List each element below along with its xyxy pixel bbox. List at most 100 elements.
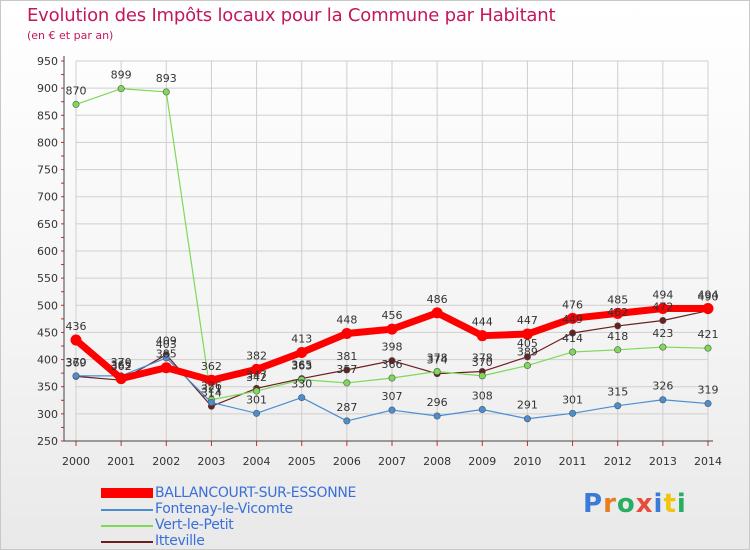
data-label: 382	[246, 349, 267, 362]
data-label: 296	[427, 396, 448, 409]
data-point	[115, 373, 127, 385]
x-tick-label: 2005	[288, 455, 316, 468]
x-tick-label: 2010	[513, 455, 541, 468]
x-tick-label: 2009	[468, 455, 496, 468]
y-tick-label: 350	[37, 381, 58, 394]
data-label: 326	[652, 380, 673, 393]
data-point	[523, 415, 531, 423]
data-point	[612, 307, 624, 319]
data-label: 476	[562, 298, 583, 311]
data-point	[160, 362, 172, 374]
data-point	[298, 394, 306, 402]
data-point	[659, 396, 667, 404]
data-point	[614, 402, 622, 410]
data-label: 366	[382, 358, 403, 371]
data-point	[478, 372, 486, 380]
data-point	[704, 344, 712, 352]
x-tick-label: 2002	[152, 455, 180, 468]
data-label: 362	[201, 360, 222, 373]
data-label: 378	[472, 352, 493, 365]
data-label: 444	[472, 316, 493, 329]
data-point	[72, 372, 80, 380]
data-label: 363	[291, 360, 312, 373]
data-label: 315	[607, 386, 628, 399]
x-tick-label: 2007	[378, 455, 406, 468]
data-point	[253, 409, 261, 417]
x-tick-label: 2006	[333, 455, 361, 468]
data-label: 381	[336, 350, 357, 363]
data-point	[343, 379, 351, 387]
data-label: 330	[291, 378, 312, 391]
y-tick-label: 650	[37, 218, 58, 231]
data-point	[207, 398, 215, 406]
data-label: 485	[607, 293, 628, 306]
data-point	[614, 322, 622, 330]
data-label: 413	[291, 333, 312, 346]
logo-letter: x	[635, 489, 654, 519]
legend-label: Vert-le-Petit	[155, 517, 234, 533]
data-label: 449	[562, 313, 583, 326]
legend-label: Fontenay-le-Vicomte	[155, 501, 293, 517]
data-label: 370	[472, 356, 493, 369]
data-label: 403	[156, 338, 177, 351]
data-label: 374	[427, 354, 448, 367]
data-label: 494	[698, 289, 719, 302]
data-label: 287	[336, 401, 357, 414]
axes: 250 300 350 400 450 500 550 600 650 700 750 800 850 9…	[37, 55, 722, 468]
y-tick-label: 400	[37, 354, 58, 367]
data-point	[431, 307, 443, 319]
data-label: 462	[607, 306, 628, 319]
data-label: 308	[472, 390, 493, 403]
data-point	[569, 329, 577, 337]
legend-swatch	[101, 525, 153, 527]
x-tick-label: 2001	[107, 455, 135, 468]
legend-swatch	[101, 509, 153, 511]
data-label: 893	[156, 72, 177, 85]
x-tick-label: 2000	[62, 455, 90, 468]
data-label: 370	[66, 356, 87, 369]
data-label: 899	[111, 69, 132, 82]
data-point	[569, 348, 577, 356]
data-point	[523, 353, 531, 361]
data-point	[162, 88, 170, 96]
data-point	[657, 303, 669, 315]
data-point	[567, 312, 579, 324]
data-point	[388, 357, 396, 365]
data-label: 369	[66, 356, 87, 369]
y-tick-label: 550	[37, 272, 58, 285]
data-label: 362	[111, 360, 132, 373]
logo-letter: t	[663, 489, 677, 519]
logo-letter: o	[616, 489, 636, 519]
legend-label: Itteville	[155, 533, 205, 549]
data-point	[433, 412, 441, 420]
data-label: 447	[517, 314, 538, 327]
data-point	[343, 366, 351, 374]
x-tick-label: 2008	[423, 455, 451, 468]
data-label: 365	[291, 359, 312, 372]
proxiti-logo: Proxiti	[583, 489, 687, 519]
data-label: 398	[382, 341, 403, 354]
legend-swatch	[101, 488, 153, 498]
legend-swatch	[101, 541, 153, 543]
data-label: 436	[66, 320, 87, 333]
data-point	[523, 362, 531, 370]
data-point	[341, 328, 353, 340]
data-point	[476, 330, 488, 342]
x-tick-label: 2004	[243, 455, 271, 468]
x-tick-label: 2013	[649, 455, 677, 468]
data-label: 494	[652, 289, 673, 302]
data-label: 472	[652, 300, 673, 313]
data-label: 405	[517, 337, 538, 350]
data-point	[343, 417, 351, 425]
data-point	[162, 354, 170, 362]
logo-letter: i	[653, 489, 664, 519]
data-label: 385	[156, 348, 177, 361]
data-point	[388, 374, 396, 382]
y-tick-label: 450	[37, 326, 58, 339]
x-tick-label: 2014	[694, 455, 722, 468]
x-tick-label: 2011	[559, 455, 587, 468]
y-tick-label: 800	[37, 136, 58, 149]
data-label: 357	[336, 363, 357, 376]
